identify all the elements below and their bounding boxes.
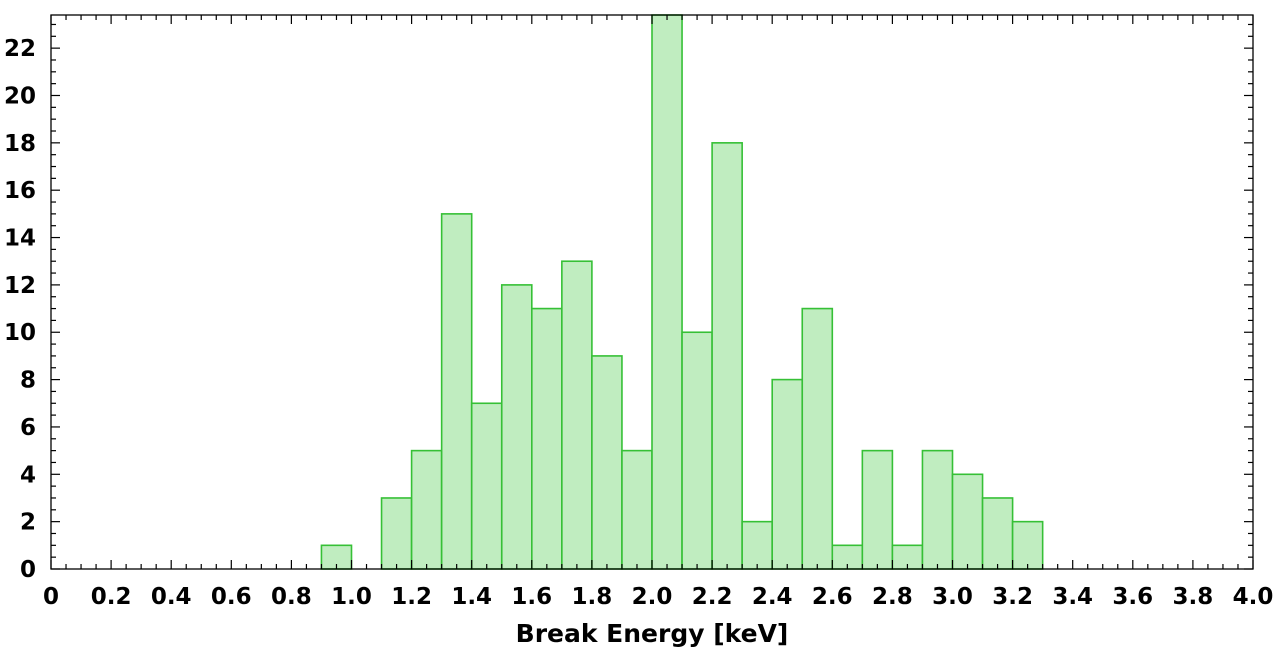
histogram-bar: [591, 355, 623, 570]
x-tick-label: 2.0: [632, 584, 673, 610]
x-tick-label: 0: [43, 584, 59, 610]
y-tick-label: 8: [20, 368, 36, 394]
x-tick-label: 1.2: [391, 584, 432, 610]
y-tick-label: 0: [20, 557, 36, 583]
histogram-bar: [530, 307, 563, 570]
histogram-bar: [470, 402, 503, 570]
histogram-bar: [741, 520, 774, 570]
histogram-bar: [621, 449, 653, 570]
histogram-bar: [921, 449, 954, 570]
x-tick-label: 2.2: [692, 584, 733, 610]
x-tick-label: 1.6: [511, 584, 552, 610]
histogram-bar: [410, 449, 443, 570]
x-tick-label: 3.4: [1052, 584, 1093, 610]
x-tick-label: 3.6: [1112, 584, 1153, 610]
histogram-bar: [861, 449, 894, 570]
y-tick-label: 6: [20, 415, 36, 441]
histogram-bar: [500, 284, 533, 570]
y-tick-label: 18: [4, 131, 36, 157]
y-tick-label: 16: [4, 178, 36, 204]
x-tick-label: 3.8: [1173, 584, 1214, 610]
histogram-bar: [711, 142, 743, 570]
histogram-bar: [981, 497, 1014, 570]
histogram-bar: [771, 378, 804, 570]
x-tick-label: 2.4: [752, 584, 793, 610]
histogram-bar: [681, 331, 713, 570]
x-tick-label: 0.8: [271, 584, 312, 610]
plot-frame: [50, 14, 1254, 570]
y-tick-label: 4: [20, 462, 36, 488]
x-tick-labels: 0 0.2 0.4 0.6 0.8 1.0 1.2 1.4 1.6 1.8 2.0 2.2 2.4 2.6…: [43, 584, 1273, 610]
x-tick-label: 1.0: [331, 584, 372, 610]
x-axis-title: Break Energy [keV]: [516, 619, 789, 648]
y-tick-label: 14: [4, 226, 36, 252]
histogram-bar: [951, 473, 984, 570]
x-tick-label: 2.8: [872, 584, 913, 610]
histogram-bar: [651, 14, 683, 570]
y-tick-label: 22: [4, 36, 36, 62]
x-tick-label: 4.0: [1233, 584, 1274, 610]
histogram-bar: [1011, 520, 1044, 570]
y-tick-label: 2: [20, 510, 36, 536]
x-tick-label: 2.6: [812, 584, 853, 610]
x-tick-label: 1.8: [572, 584, 613, 610]
x-tick-label: 0.4: [151, 584, 192, 610]
histogram-bar: [801, 307, 834, 570]
y-tick-labels: 0 2 4 6 8 10 12 14 16 18 20 22: [4, 36, 36, 583]
histogram-bar: [380, 497, 413, 570]
histogram-bar: [561, 260, 593, 570]
x-tick-label: 0.6: [211, 584, 252, 610]
ticks-group: [50, 15, 1254, 570]
histogram-bar: [440, 213, 473, 570]
x-tick-label: 3.2: [992, 584, 1033, 610]
x-tick-label: 0.2: [91, 584, 132, 610]
y-tick-label: 20: [4, 83, 36, 109]
y-tick-label: 10: [4, 320, 36, 346]
x-tick-label: 3.0: [932, 584, 973, 610]
bars-group: [320, 14, 1044, 570]
y-tick-label: 12: [4, 273, 36, 299]
x-tick-label: 1.4: [451, 584, 492, 610]
